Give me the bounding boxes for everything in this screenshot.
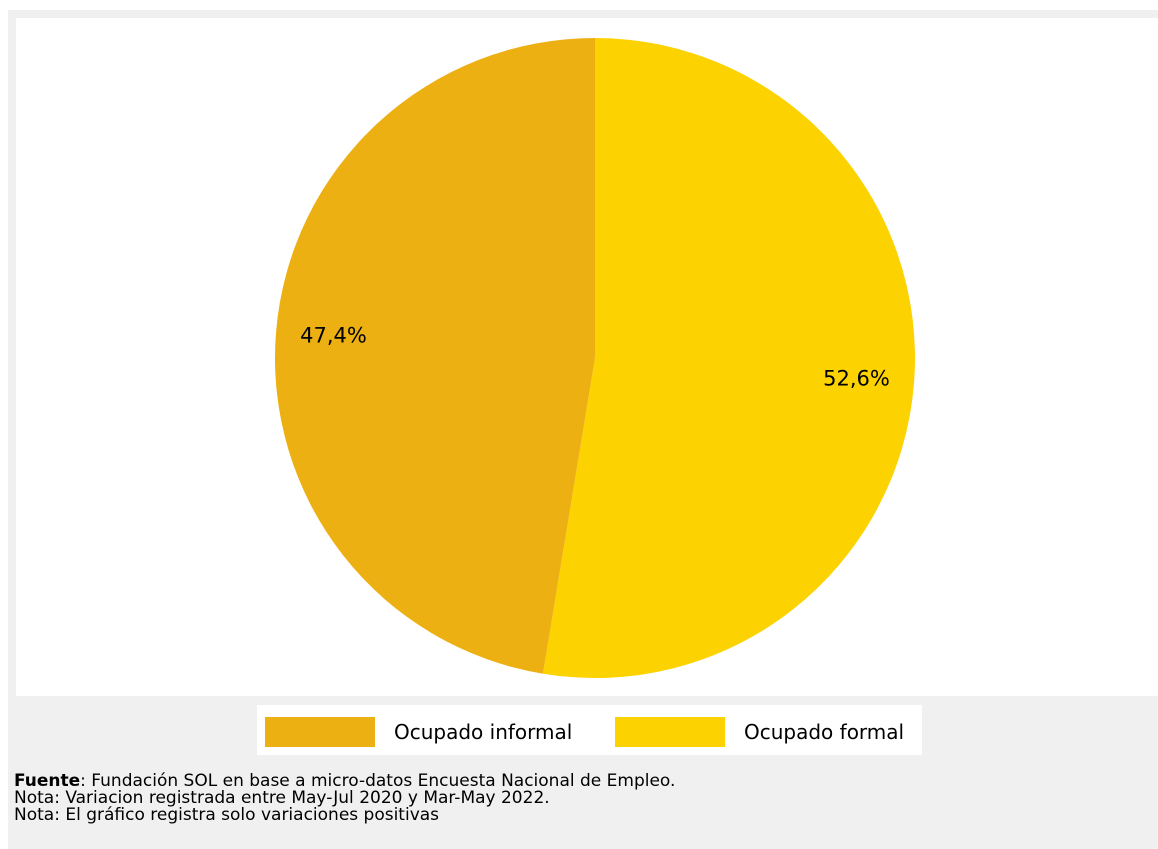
legend: Ocupado informal Ocupado formal — [257, 705, 922, 755]
source-label: Fuente — [14, 771, 81, 791]
source-text: : Fundación SOL en base a micro-datos En… — [80, 771, 676, 791]
legend-swatch-formal — [615, 717, 725, 747]
source-line: Fuente: Fundación SOL en base a micro-da… — [14, 773, 675, 790]
note-line-2: Nota: El gráfico registra solo variacion… — [14, 805, 440, 825]
note-line-1: Nota: Variacion registrada entre May-Jul… — [14, 788, 550, 808]
pie-chart: 52,6% 47,4% — [274, 38, 915, 678]
plot-area: 52,6% 47,4% — [16, 18, 1158, 696]
pie-label-ocupado-formal: 52,6% — [823, 366, 890, 390]
legend-label-informal: Ocupado informal — [394, 720, 573, 744]
footnotes: Fuente: Fundación SOL en base a micro-da… — [14, 773, 675, 824]
pie-slice-ocupado-informal — [274, 38, 595, 674]
pie-label-ocupado-informal: 47,4% — [300, 324, 367, 348]
chart-frame: 52,6% 47,4% Ocupado informal Ocupado form… — [8, 10, 1158, 849]
pie-slice-ocupado-formal — [542, 38, 915, 678]
legend-label-formal: Ocupado formal — [744, 720, 905, 744]
legend-swatch-informal — [265, 717, 375, 747]
